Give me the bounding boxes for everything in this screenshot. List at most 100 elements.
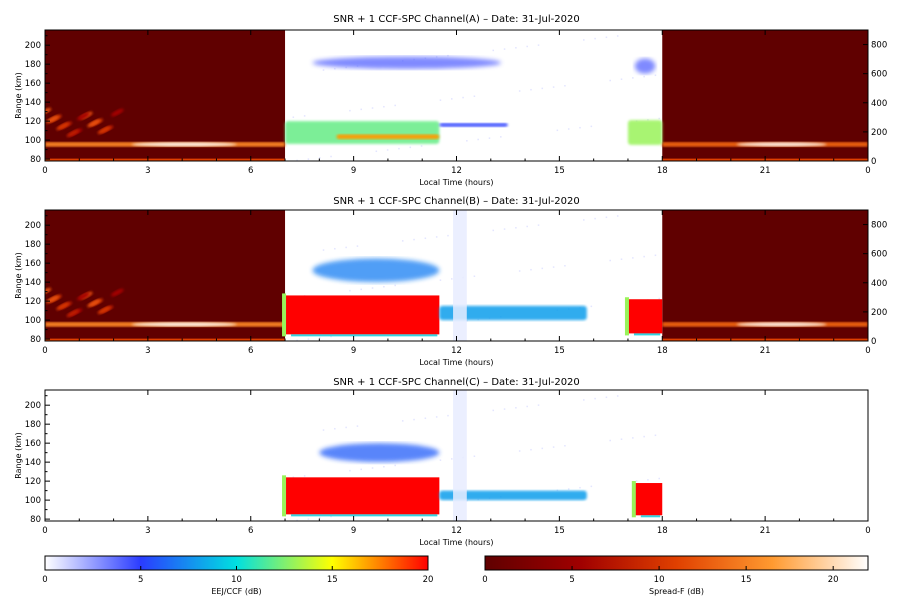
x-tick-label: 0 bbox=[865, 166, 870, 176]
x-axis-label: Local Time (hours) bbox=[419, 358, 493, 367]
right-y-tick-label: 800 bbox=[871, 221, 887, 231]
colorbar-tick-label: 15 bbox=[741, 575, 752, 585]
colorbar-spread-f: 0 5 10 15 20 Spread-F (dB) bbox=[482, 555, 869, 596]
x-tick-label: 6 bbox=[248, 346, 253, 356]
heatmap-cell-spread-f bbox=[45, 107, 124, 138]
right-y-tick-label: 800 bbox=[871, 41, 887, 51]
plot-area bbox=[45, 210, 868, 341]
layer-edge bbox=[291, 514, 438, 517]
x-tick-label: 6 bbox=[248, 166, 253, 176]
colorbar-tick-label: 0 bbox=[482, 575, 487, 585]
heatmap-cell-eej bbox=[439, 123, 508, 127]
colorbar-tick-label: 0 bbox=[42, 575, 47, 585]
x-tick-label: 12 bbox=[451, 346, 462, 356]
colorbar-tick-label: 15 bbox=[327, 575, 338, 585]
x-tick-label: 3 bbox=[145, 526, 150, 536]
layer-edge bbox=[624, 297, 629, 336]
panel-3: SNR + 1 CCF-SPC Channel(C) – Date: 31-Ju… bbox=[14, 377, 871, 547]
heatmap-cell-150km-echo bbox=[319, 443, 440, 463]
x-tick-label: 21 bbox=[760, 166, 771, 176]
x-tick-label: 0 bbox=[42, 166, 47, 176]
y-tick-label: 140 bbox=[25, 98, 41, 108]
colorbar-frame bbox=[484, 555, 869, 571]
x-tick-label: 18 bbox=[657, 346, 668, 356]
layer-edge bbox=[640, 515, 661, 518]
y-tick-label: 100 bbox=[25, 496, 41, 506]
layer-edge bbox=[282, 475, 287, 517]
colorbar-label: EEJ/CCF (dB) bbox=[211, 587, 261, 596]
y-axis-label: Range (km) bbox=[14, 72, 23, 119]
x-axis-label: Local Time (hours) bbox=[419, 538, 493, 547]
y-tick-label: 160 bbox=[25, 259, 41, 269]
heatmap-cell-eej bbox=[439, 305, 587, 321]
plot-area bbox=[45, 390, 868, 521]
x-tick-label: 21 bbox=[760, 346, 771, 356]
y-tick-label: 160 bbox=[25, 439, 41, 449]
right-y-tick-label: 200 bbox=[871, 128, 887, 138]
heatmap-cell-150km-echo bbox=[312, 258, 440, 283]
y-axis-label: Range (km) bbox=[14, 432, 23, 479]
heatmap-cell-150km-echo bbox=[312, 56, 502, 69]
colorbar-tick-label: 5 bbox=[569, 575, 574, 585]
y-tick-label: 200 bbox=[25, 401, 41, 411]
y-tick-label: 100 bbox=[25, 136, 41, 146]
colorbar-label: Spread-F (dB) bbox=[649, 587, 704, 596]
x-tick-label: 12 bbox=[451, 526, 462, 536]
heatmap-cell-eej bbox=[285, 121, 440, 144]
x-tick-label: 18 bbox=[657, 526, 668, 536]
heatmap-cell-spread-f bbox=[45, 287, 124, 318]
x-tick-label: 3 bbox=[145, 166, 150, 176]
right-y-tick-label: 400 bbox=[871, 279, 887, 289]
data-gap bbox=[453, 210, 467, 341]
x-tick-label: 15 bbox=[554, 166, 565, 176]
y-tick-label: 180 bbox=[25, 420, 41, 430]
night-region bbox=[45, 30, 286, 161]
colorbar-gradient bbox=[485, 556, 868, 570]
x-tick-label: 6 bbox=[248, 526, 253, 536]
y-tick-label: 80 bbox=[30, 155, 41, 165]
heatmap-cell-saturated bbox=[285, 295, 440, 335]
x-tick-label: 3 bbox=[145, 346, 150, 356]
y-tick-label: 160 bbox=[25, 79, 41, 89]
x-tick-label: 0 bbox=[42, 346, 47, 356]
heatmap-cell-150km-echo bbox=[634, 58, 656, 74]
x-tick-label: 18 bbox=[657, 166, 668, 176]
x-tick-label: 0 bbox=[865, 346, 870, 356]
heatmap-cell-saturated bbox=[285, 477, 440, 515]
x-tick-label: 0 bbox=[865, 526, 870, 536]
colorbar-tick-label: 10 bbox=[654, 575, 665, 585]
panel-1: SNR + 1 CCF-SPC Channel(A) – Date: 31-Ju… bbox=[14, 14, 887, 187]
x-tick-label: 12 bbox=[451, 166, 462, 176]
y-tick-label: 100 bbox=[25, 316, 41, 326]
y-tick-label: 140 bbox=[25, 458, 41, 468]
y-tick-label: 80 bbox=[30, 515, 41, 525]
night-band bbox=[45, 158, 286, 161]
layer-edge bbox=[291, 334, 438, 337]
panel-title: SNR + 1 CCF-SPC Channel(B) – Date: 31-Ju… bbox=[333, 196, 579, 207]
y-tick-label: 180 bbox=[25, 240, 41, 250]
y-tick-label: 180 bbox=[25, 60, 41, 70]
right-y-tick-label: 600 bbox=[871, 250, 887, 260]
night-region bbox=[662, 30, 868, 161]
colorbar-tick-label: 10 bbox=[231, 575, 242, 585]
y-tick-label: 120 bbox=[25, 297, 41, 307]
heatmap-cell-eej bbox=[439, 490, 587, 501]
x-tick-label: 21 bbox=[760, 526, 771, 536]
y-tick-label: 140 bbox=[25, 278, 41, 288]
right-y-tick-label: 600 bbox=[871, 70, 887, 80]
data-gap bbox=[453, 390, 467, 521]
layer-edge bbox=[633, 333, 661, 336]
y-tick-label: 200 bbox=[25, 221, 41, 231]
colorbar-tick-label: 20 bbox=[828, 575, 839, 585]
y-axis-label: Range (km) bbox=[14, 252, 23, 299]
panel-title: SNR + 1 CCF-SPC Channel(A) – Date: 31-Ju… bbox=[333, 14, 579, 25]
x-tick-label: 0 bbox=[42, 526, 47, 536]
y-tick-label: 120 bbox=[25, 477, 41, 487]
right-y-tick-label: 0 bbox=[871, 337, 876, 347]
colorbar-tick-label: 5 bbox=[138, 575, 143, 585]
plot-area bbox=[45, 30, 868, 161]
heatmap-cell-eej bbox=[627, 120, 663, 145]
x-tick-label: 9 bbox=[351, 166, 356, 176]
night-region bbox=[45, 210, 286, 341]
heatmap-cell-eej-core bbox=[336, 134, 440, 140]
